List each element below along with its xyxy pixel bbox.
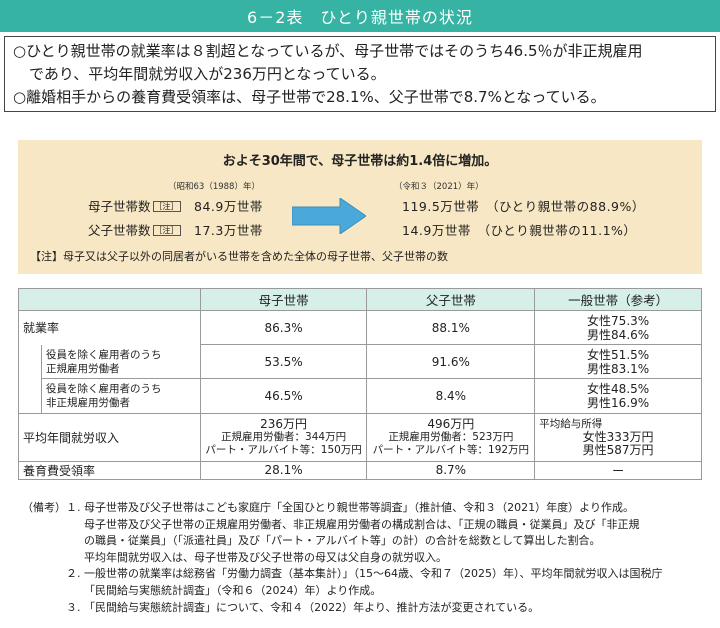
- table-row: 役員を除く雇用者のうち 正規雇用労働者 53.5% 91.6% 女性51.5% …: [18, 344, 702, 379]
- employment-father: 88.1%: [366, 310, 536, 345]
- indent-spacer: [19, 379, 41, 413]
- table-row: 役員を除く雇用者のうち 非正規雇用労働者 46.5% 8.4% 女性48.5% …: [18, 378, 702, 414]
- regular-general: 女性51.5% 男性83.1%: [534, 344, 702, 379]
- summary-line: ○ひとり親世帯の就業率は８割超となっているが、母子世帯ではそのうち46.5％が非…: [13, 42, 643, 60]
- income-general-caption: 平均給与所得: [539, 417, 603, 430]
- mother-before-value: 84.9万世帯: [194, 199, 263, 214]
- table-row: 就業率 86.3% 88.1% 女性75.3% 男性84.6%: [18, 310, 702, 345]
- header-father: 父子世帯: [366, 288, 536, 311]
- support-father: 8.7%: [366, 460, 536, 480]
- row-label-employment: 就業率: [18, 310, 201, 345]
- income-regular: 正規雇用労働者：344万円: [221, 430, 347, 443]
- general-female: 女性51.5%: [587, 347, 650, 362]
- notes-prefix: （備考）: [22, 501, 66, 514]
- highlight-box: およそ30年間で、母子世帯は約1.4倍に増加。 （昭和63（1988）年） （令…: [18, 140, 702, 274]
- regular-father: 91.6%: [366, 344, 536, 379]
- left-year: （昭和63（1988）年）: [168, 182, 260, 192]
- father-before-value: 17.3万世帯: [194, 223, 263, 238]
- father-label: 父子世帯数 ［注］: [88, 220, 181, 239]
- mother-label: 母子世帯数 ［注］: [88, 196, 181, 215]
- income-total: 236万円: [260, 416, 308, 431]
- table-title: 6－2表 ひとり親世帯の状況: [0, 0, 720, 32]
- mother-label-text: 母子世帯数: [88, 199, 151, 214]
- nonregular-label-cell: 役員を除く雇用者のうち 非正規雇用労働者: [41, 378, 200, 413]
- income-mother: 236万円 正規雇用労働者：344万円 パート・アルバイト等：150万円: [199, 412, 368, 462]
- income-total: 496万円: [427, 416, 475, 431]
- general-female: 女性75.3%: [587, 313, 650, 328]
- label-line: 役員を除く雇用者のうち: [46, 382, 162, 395]
- nonregular-father: 8.4%: [366, 378, 536, 414]
- note-text: 「民間給与実態統計調査」について、令和４（2022）年より、推計方法が変更されて…: [84, 600, 712, 617]
- note-line: 一般世帯の就業率は総務省「労働力調査（基本集計）」（15～64歳、令和７（202…: [84, 567, 663, 581]
- general-male: 男性587万円: [582, 442, 654, 457]
- table-header-row: 母子世帯 父子世帯 一般世帯（参考）: [18, 288, 702, 311]
- highlight-headline: およそ30年間で、母子世帯は約1.4倍に増加。: [222, 154, 498, 169]
- income-parttime: パート・アルバイト等：192万円: [372, 443, 530, 456]
- support-general: ー: [534, 460, 702, 480]
- note-tag: ［注］: [152, 201, 181, 212]
- row-label-nonregular: 役員を除く雇用者のうち 非正規雇用労働者: [18, 378, 201, 414]
- general-female: 女性48.5%: [587, 381, 650, 396]
- income-regular: 正規雇用労働者：523万円: [388, 430, 514, 443]
- note-text: 母子世帯及び父子世帯はこども家庭庁「全国ひとり親世帯等調査」（推計値、令和３（2…: [84, 500, 712, 566]
- general-male: 男性83.1%: [587, 361, 650, 376]
- household-table: 母子世帯 父子世帯 一般世帯（参考） 就業率 86.3% 88.1% 女性75.…: [18, 288, 702, 480]
- header-blank: [18, 288, 201, 311]
- support-mother: 28.1%: [199, 460, 368, 480]
- header-general: 一般世帯（参考）: [534, 288, 702, 311]
- label-line: 役員を除く雇用者のうち: [46, 348, 162, 361]
- note-text: 一般世帯の就業率は総務省「労働力調査（基本集計）」（15～64歳、令和７（202…: [84, 566, 712, 599]
- right-year: （令和３（2021）年）: [394, 182, 484, 192]
- employment-mother: 86.3%: [199, 310, 368, 345]
- highlight-note: 【注】母子又は父子以外の同居者がいる世帯を含めた全体の母子世帯、父子世帯の数: [30, 250, 448, 263]
- income-general: 平均給与所得 女性333万円 男性587万円: [534, 412, 702, 462]
- note-item: ３. 「民間給与実態統計調査」について、令和４（2022）年より、推計方法が変更…: [22, 600, 712, 617]
- income-parttime: パート・アルバイト等：150万円: [205, 443, 362, 456]
- note-item: （備考） １. 母子世帯及び父子世帯はこども家庭庁「全国ひとり親世帯等調査」（推…: [22, 500, 712, 566]
- label-line: 非正規雇用労働者: [46, 396, 130, 409]
- right-arrow-icon: [292, 198, 366, 234]
- table-row: 平均年間就労収入 236万円 正規雇用労働者：344万円 パート・アルバイト等：…: [18, 412, 702, 462]
- note-line: の職員・従業員」（「派遣社員」及び「パート・アルバイト等」の計）の合計を総数とし…: [84, 534, 601, 548]
- nonregular-mother: 46.5%: [199, 378, 368, 414]
- income-father: 496万円 正規雇用労働者：523万円 パート・アルバイト等：192万円: [366, 412, 536, 462]
- note-item: ２. 一般世帯の就業率は総務省「労働力調査（基本集計）」（15～64歳、令和７（…: [22, 566, 712, 599]
- mother-after-value: 119.5万世帯 （ひとり親世帯の88.9%）: [402, 199, 645, 214]
- note-line: 母子世帯及び父子世帯の正規雇用労働者、非正規雇用労働者の構成割合は、「正規の職員…: [84, 517, 640, 531]
- summary-line: ○離婚相手からの養育費受領率は、母子世帯で28.1%、父子世帯で8.7%となって…: [13, 88, 606, 106]
- note-line: 「民間給与実態統計調査」（令和６（2024）年）より作成。: [84, 583, 382, 597]
- row-label-income: 平均年間就労収入: [18, 412, 201, 462]
- row-label-regular: 役員を除く雇用者のうち 正規雇用労働者: [18, 344, 201, 379]
- note-line: 平均年間就労収入は、母子世帯及び父子世帯の母又は父自身の就労収入。: [84, 550, 447, 564]
- father-label-text: 父子世帯数: [88, 223, 151, 238]
- summary-line: であり、平均年間就労収入が236万円となっている。: [29, 65, 386, 83]
- note-line: 母子世帯及び父子世帯はこども家庭庁「全国ひとり親世帯等調査」（推計値、令和３（2…: [84, 501, 634, 514]
- general-male: 男性84.6%: [587, 327, 650, 342]
- header-mother: 母子世帯: [199, 288, 368, 311]
- nonregular-general: 女性48.5% 男性16.9%: [534, 378, 702, 414]
- regular-label-cell: 役員を除く雇用者のうち 正規雇用労働者: [41, 344, 200, 379]
- note-tag: ［注］: [152, 225, 181, 236]
- notes-section: （備考） １. 母子世帯及び父子世帯はこども家庭庁「全国ひとり親世帯等調査」（推…: [22, 500, 712, 616]
- indent-spacer: [19, 345, 41, 379]
- note-number: ２.: [66, 567, 81, 581]
- general-male: 男性16.9%: [587, 395, 650, 410]
- summary-box: ○ひとり親世帯の就業率は８割超となっているが、母子世帯ではそのうち46.5％が非…: [4, 36, 716, 112]
- father-after-value: 14.9万世帯 （ひとり親世帯の11.1%）: [402, 223, 637, 238]
- label-line: 正規雇用労働者: [46, 362, 120, 375]
- employment-general: 女性75.3% 男性84.6%: [534, 310, 702, 345]
- row-label-support: 養育費受領率: [18, 460, 201, 480]
- regular-mother: 53.5%: [199, 344, 368, 379]
- note-line: 「民間給与実態統計調査」について、令和４（2022）年より、推計方法が変更されて…: [84, 600, 540, 614]
- table-row: 養育費受領率 28.1% 8.7% ー: [18, 460, 702, 480]
- general-female: 女性333万円: [582, 429, 654, 444]
- note-number: ３.: [66, 600, 81, 614]
- note-number: １.: [66, 501, 81, 514]
